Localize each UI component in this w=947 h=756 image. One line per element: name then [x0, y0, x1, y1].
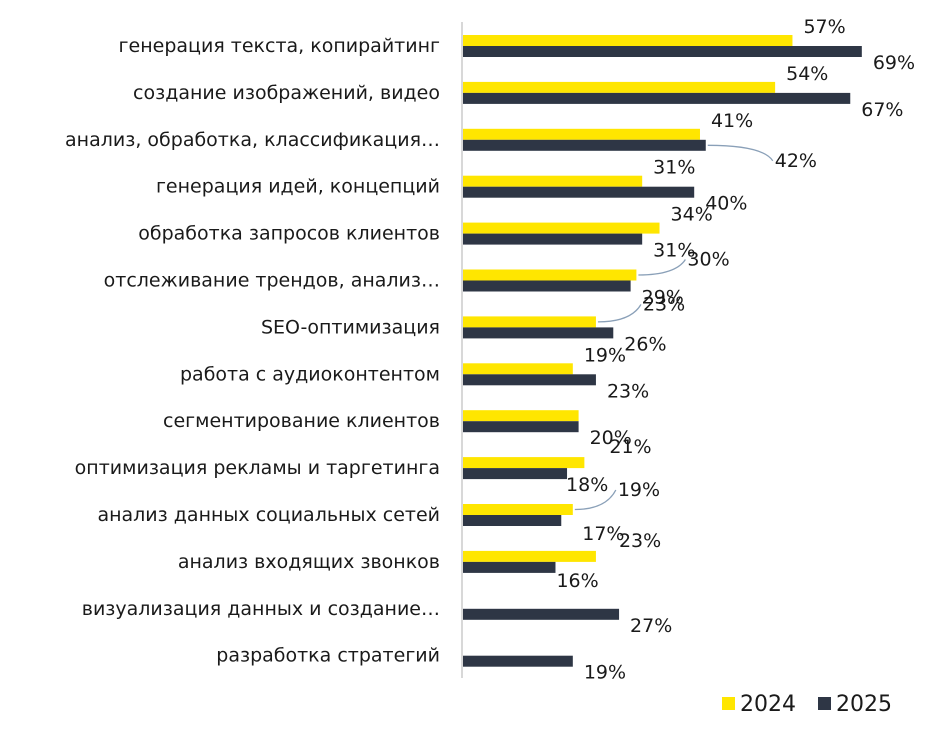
- bars: [463, 35, 862, 667]
- category-label: анализ, обработка, классификация…: [65, 129, 440, 151]
- bar-2024: [463, 316, 596, 328]
- bar-2025: [463, 421, 579, 433]
- value-label-2024: 30%: [687, 249, 729, 271]
- legend-label-2024: 2024: [740, 692, 796, 717]
- value-label-2025: 20%: [590, 427, 632, 449]
- value-label-2024: 34%: [671, 204, 713, 226]
- category-label: оптимизация рекламы и таргетинга: [75, 457, 440, 479]
- bar-2025: [463, 468, 568, 480]
- category-label: анализ данных социальных сетей: [97, 504, 440, 526]
- bar-2024: [463, 81, 776, 93]
- bar-2025: [463, 233, 643, 245]
- value-label-2025: 19%: [584, 662, 626, 684]
- value-label-2025: 42%: [775, 150, 817, 172]
- value-label-2024: 19%: [584, 344, 626, 366]
- bar-2024: [463, 550, 596, 562]
- category-label: работа с аудиоконтентом: [180, 363, 440, 385]
- value-label-2025: 23%: [607, 380, 649, 402]
- value-label-2025: 27%: [630, 615, 672, 637]
- category-label: SEO-оптимизация: [261, 316, 440, 338]
- category-label: создание изображений, видео: [133, 82, 440, 104]
- leader-line: [597, 304, 642, 323]
- bar-2025: [463, 92, 851, 104]
- category-label: генерация идей, концепций: [156, 176, 440, 198]
- value-label-2025: 17%: [582, 523, 624, 545]
- legend: 2024 2025: [722, 692, 892, 717]
- value-label-2024: 54%: [786, 63, 828, 85]
- bar-2024: [463, 128, 700, 140]
- leader-lines: [574, 144, 774, 511]
- category-label: разработка стратегий: [216, 645, 440, 667]
- bar-2024: [463, 269, 637, 281]
- bar-2024: [463, 457, 585, 469]
- bar-2024: [463, 175, 643, 187]
- bar-2025: [463, 561, 556, 573]
- bar-2025: [463, 374, 596, 386]
- bar-2025: [463, 139, 706, 151]
- bar-2024: [463, 222, 660, 234]
- legend-swatch-2025: [818, 697, 831, 710]
- category-labels: генерация текста, копирайтинг создание из…: [65, 35, 440, 667]
- category-label: сегментирование клиентов: [163, 410, 440, 432]
- legend-swatch-2024: [722, 697, 735, 710]
- leader-line: [574, 489, 617, 511]
- value-label-2024: 19%: [618, 479, 660, 501]
- value-label-2024: 57%: [803, 16, 845, 38]
- leader-line: [707, 144, 774, 162]
- category-label: визуализация данных и создание…: [82, 598, 440, 620]
- value-label-2025: 40%: [705, 193, 747, 215]
- category-label: отслеживание трендов, анализ…: [104, 270, 440, 292]
- value-label-2025: 67%: [861, 99, 903, 121]
- bar-2025: [463, 608, 620, 620]
- value-label-2025: 16%: [556, 570, 598, 592]
- value-label-2025: 31%: [653, 240, 695, 262]
- bar-2025: [463, 327, 614, 339]
- value-label-2024: 21%: [609, 436, 651, 458]
- value-label-2024: 23%: [643, 293, 685, 315]
- category-label: анализ входящих звонков: [178, 551, 440, 573]
- bar-2025: [463, 655, 573, 667]
- leader-line: [638, 259, 686, 276]
- bar-2025: [463, 46, 862, 57]
- value-label-2025: 69%: [873, 52, 915, 74]
- bar-2024: [463, 410, 579, 422]
- value-label-2025: 18%: [566, 474, 608, 496]
- value-label-2025: 29%: [642, 287, 684, 309]
- bar-2024: [463, 35, 793, 46]
- bar-2025: [463, 280, 631, 292]
- value-labels: 57%69%54%67%41%42%31%40%34%31%30%29%23%2…: [556, 16, 915, 684]
- value-label-2025: 26%: [624, 333, 666, 355]
- category-label: обработка запросов клиентов: [138, 223, 440, 245]
- legend-label-2025: 2025: [836, 692, 892, 717]
- bar-2025: [463, 186, 695, 198]
- category-label: генерация текста, копирайтинг: [119, 35, 440, 57]
- bar-2024: [463, 363, 573, 375]
- bar-2025: [463, 515, 562, 526]
- value-label-2024: 23%: [619, 530, 661, 552]
- bar-2024: [463, 504, 573, 515]
- value-label-2024: 41%: [711, 110, 753, 132]
- value-label-2024: 31%: [653, 157, 695, 179]
